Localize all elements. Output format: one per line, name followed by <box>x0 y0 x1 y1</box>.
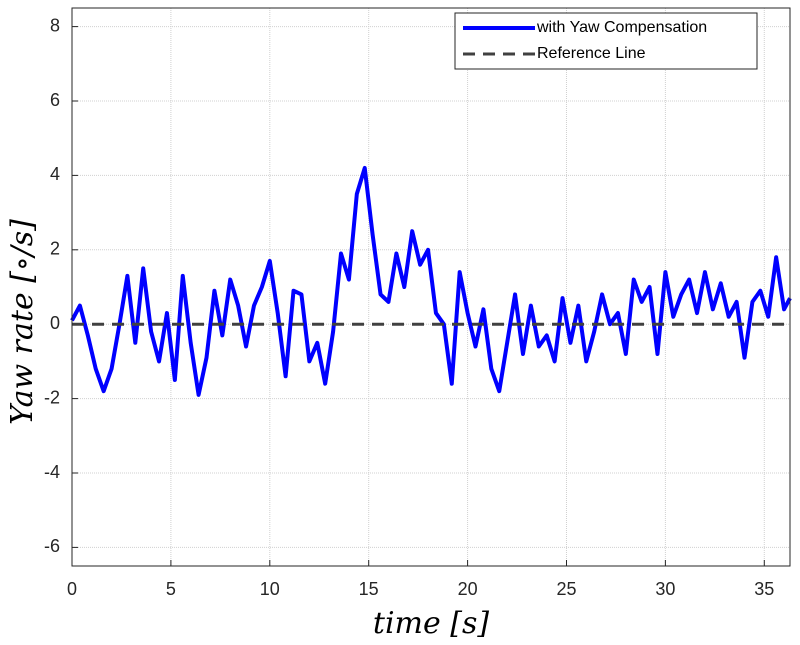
x-tick-label: 15 <box>359 579 379 599</box>
y-tick-label: -6 <box>44 536 60 556</box>
y-axis-label: Yaw rate [∘/s] <box>5 219 40 425</box>
x-tick-label: 0 <box>67 579 77 599</box>
x-tick-label: 5 <box>166 579 176 599</box>
x-tick-label: 10 <box>260 579 280 599</box>
y-tick-label: -4 <box>44 462 60 482</box>
plot-frame <box>71 7 791 567</box>
legend-box <box>454 12 758 70</box>
y-tick-label: 6 <box>50 90 60 110</box>
y-tick-label: 8 <box>50 15 60 35</box>
x-tick-label: 20 <box>458 579 478 599</box>
series-line <box>70 165 792 397</box>
y-tick-label: 0 <box>50 313 60 333</box>
x-tick-label: 25 <box>556 579 576 599</box>
legend-label: with Yaw Compensation <box>536 19 707 36</box>
y-tick-label: 4 <box>50 164 60 184</box>
x-axis-label: time [s] <box>373 606 489 641</box>
legend-label: Reference Line <box>537 45 646 62</box>
y-tick-label: 2 <box>50 239 60 259</box>
x-tick-label: 30 <box>655 579 675 599</box>
x-tick-label: 35 <box>754 579 774 599</box>
y-tick-label: -2 <box>44 387 60 407</box>
